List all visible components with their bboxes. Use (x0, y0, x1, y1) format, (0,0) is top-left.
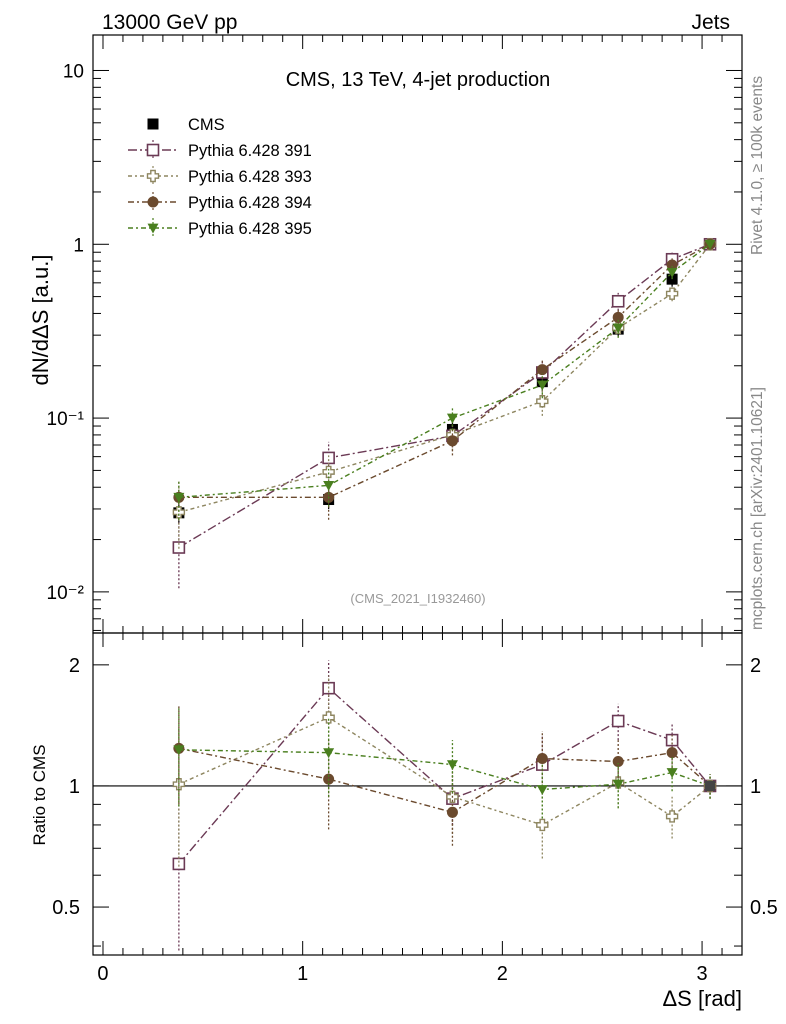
ratio-point-py393 (665, 810, 679, 823)
legend-label: Pythia 6.428 394 (188, 194, 312, 212)
ratio-series-py391 (172, 660, 717, 951)
x-tick-label: 0 (97, 963, 108, 985)
legend-entry-cms: CMS (147, 116, 225, 134)
ratio-series-py395 (173, 707, 716, 819)
legend-label: Pythia 6.428 393 (188, 168, 312, 186)
legend-marker (147, 196, 159, 208)
ratio-y-axis-label: Ratio to CMS (30, 744, 49, 845)
series-cms (173, 238, 716, 525)
data-point-py393 (536, 395, 549, 408)
data-point-py395 (666, 267, 678, 278)
ratio-tick-label-right: 0.5 (750, 897, 778, 919)
y-tick-label: 10⁻¹ (47, 409, 85, 430)
series-line-py394 (178, 243, 711, 499)
data-point-py391 (611, 294, 625, 308)
series-py391 (172, 237, 717, 589)
data-point-py393 (322, 465, 335, 479)
x-tick-label: 1 (297, 963, 308, 985)
ratio-point-py395 (446, 760, 458, 771)
ratio-point-py394 (536, 753, 548, 765)
ratio-point-cms (705, 780, 716, 791)
plot-title: CMS, 13 TeV, 4-jet production (286, 69, 551, 91)
ratio-point-py391 (611, 714, 625, 728)
ratio-point-py393 (536, 818, 549, 832)
ratio-line-py394 (178, 747, 711, 814)
legend-marker (147, 118, 159, 130)
series-line-py391 (178, 243, 711, 549)
legend-label: Pythia 6.428 395 (188, 220, 312, 238)
header-right: Jets (691, 11, 730, 34)
legend-entry-py394: Pythia 6.428 394 (128, 192, 312, 212)
ratio-line-py391 (178, 687, 711, 865)
ratio-tick-label-right: 1 (750, 776, 761, 798)
ratio-point-py395 (666, 768, 678, 779)
watermark: (CMS_2021_I1932460) (350, 591, 485, 606)
ratio-point-py394 (446, 806, 458, 818)
legend-entry-py391: Pythia 6.428 391 (128, 140, 312, 160)
ratio-point-py395 (323, 748, 335, 759)
series-line-py395 (178, 243, 711, 499)
ratio-tick-label-left: 1 (69, 776, 80, 798)
legend-marker (146, 143, 160, 157)
data-point-py394 (536, 364, 548, 376)
ratio-point-py391 (172, 857, 186, 871)
ratio-tick-label-left: 2 (69, 655, 80, 677)
ratio-series-py393 (172, 675, 717, 867)
x-axis-label: ΔS [rad] (662, 986, 742, 1011)
ratio-point-py395 (536, 785, 548, 795)
x-tick-label: 2 (497, 963, 508, 985)
series-line-py393 (178, 243, 711, 513)
data-point-py393 (665, 287, 679, 300)
ratio-point-py394 (612, 756, 624, 768)
data-point-py395 (536, 380, 548, 391)
ratio-tick-label-left: 0.5 (52, 897, 80, 919)
data-point-py394 (446, 435, 458, 447)
rivet-label: Rivet 4.1.0, ≥ 100k events (749, 76, 766, 255)
header-left: 13000 GeV pp (102, 11, 237, 34)
data-point-py394 (612, 311, 624, 323)
ratio-point-py393 (322, 711, 335, 724)
data-point-py395 (446, 413, 458, 424)
ratio-point-py395 (612, 779, 624, 790)
ratio-frame (92, 632, 743, 956)
legend-label: Pythia 6.428 391 (188, 142, 312, 160)
legend-marker (146, 169, 160, 183)
ratio-point-py395 (173, 745, 185, 756)
data-point-py395 (173, 492, 185, 503)
legend-entry-py395: Pythia 6.428 395 (128, 218, 312, 238)
legend-label: CMS (188, 116, 225, 134)
ratio-point-py394 (666, 747, 678, 759)
data-point-py395 (612, 323, 624, 334)
legend-entry-py393: Pythia 6.428 393 (128, 166, 312, 186)
x-tick-label: 3 (696, 963, 707, 985)
mcplots-label: mcplots.cern.ch [arXiv:2401.10621] (749, 387, 766, 630)
data-point-py395 (704, 239, 716, 250)
y-tick-label: 10⁻² (47, 583, 85, 604)
data-point-py394 (666, 259, 678, 271)
data-point-py393 (172, 506, 186, 519)
y-tick-label: 1 (73, 235, 84, 256)
y-axis-label: dN/dΔS [a.u.] (28, 255, 53, 386)
ratio-tick-label-right: 2 (750, 655, 761, 677)
legend-marker (147, 223, 159, 234)
data-point-py395 (323, 480, 335, 491)
y-tick-label: 10 (63, 61, 84, 82)
series-py395 (173, 239, 716, 520)
data-point-py391 (322, 451, 335, 465)
series-py394 (173, 238, 716, 520)
